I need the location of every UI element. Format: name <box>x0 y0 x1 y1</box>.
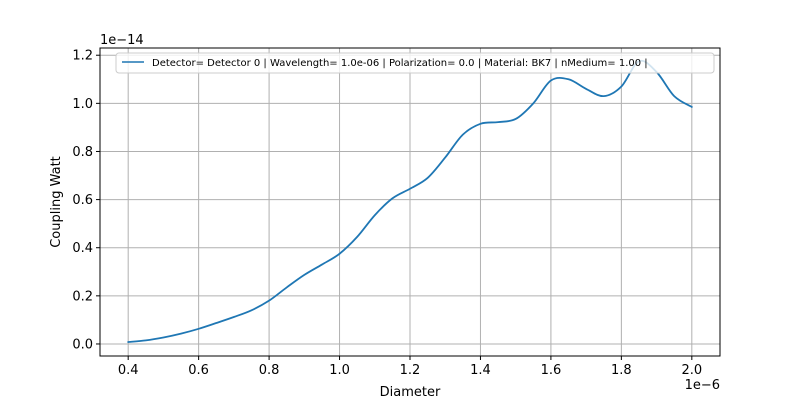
x-tick-label: 1.2 <box>400 363 421 378</box>
legend-box <box>115 52 715 74</box>
y-tick-label: 0.2 <box>72 289 93 304</box>
y-axis-label: Coupling Watt <box>49 156 64 248</box>
y-tick-label: 0.4 <box>72 241 93 256</box>
y-tick-label: 0.8 <box>72 145 93 160</box>
x-tick-label: 1.6 <box>541 363 562 378</box>
x-tick-label: 1.4 <box>470 363 491 378</box>
x-tick-label: 1.0 <box>329 363 350 378</box>
legend: Detector= Detector 0 | Wavelength= 1.0e-… <box>115 52 715 74</box>
y-tick-label: 0.6 <box>72 193 93 208</box>
x-tick-label: 0.4 <box>118 363 139 378</box>
series-line <box>127 59 693 343</box>
y-offset-label: 1e−14 <box>100 33 144 48</box>
x-offset-label: 1e−6 <box>685 378 720 393</box>
x-tick-label: 0.6 <box>188 363 209 378</box>
x-tick-label: 0.8 <box>259 363 280 378</box>
legend-entry-label: Detector= Detector 0 | Wavelength= 1.0e-… <box>152 58 648 69</box>
y-tick-label: 1.0 <box>72 97 93 112</box>
y-tick-label: 0.0 <box>72 337 93 352</box>
y-tick-label: 1.2 <box>72 49 93 64</box>
x-tick-label: 2.0 <box>681 363 702 378</box>
x-tick-label: 1.8 <box>611 363 632 378</box>
x-axis-label: Diameter <box>380 385 441 400</box>
